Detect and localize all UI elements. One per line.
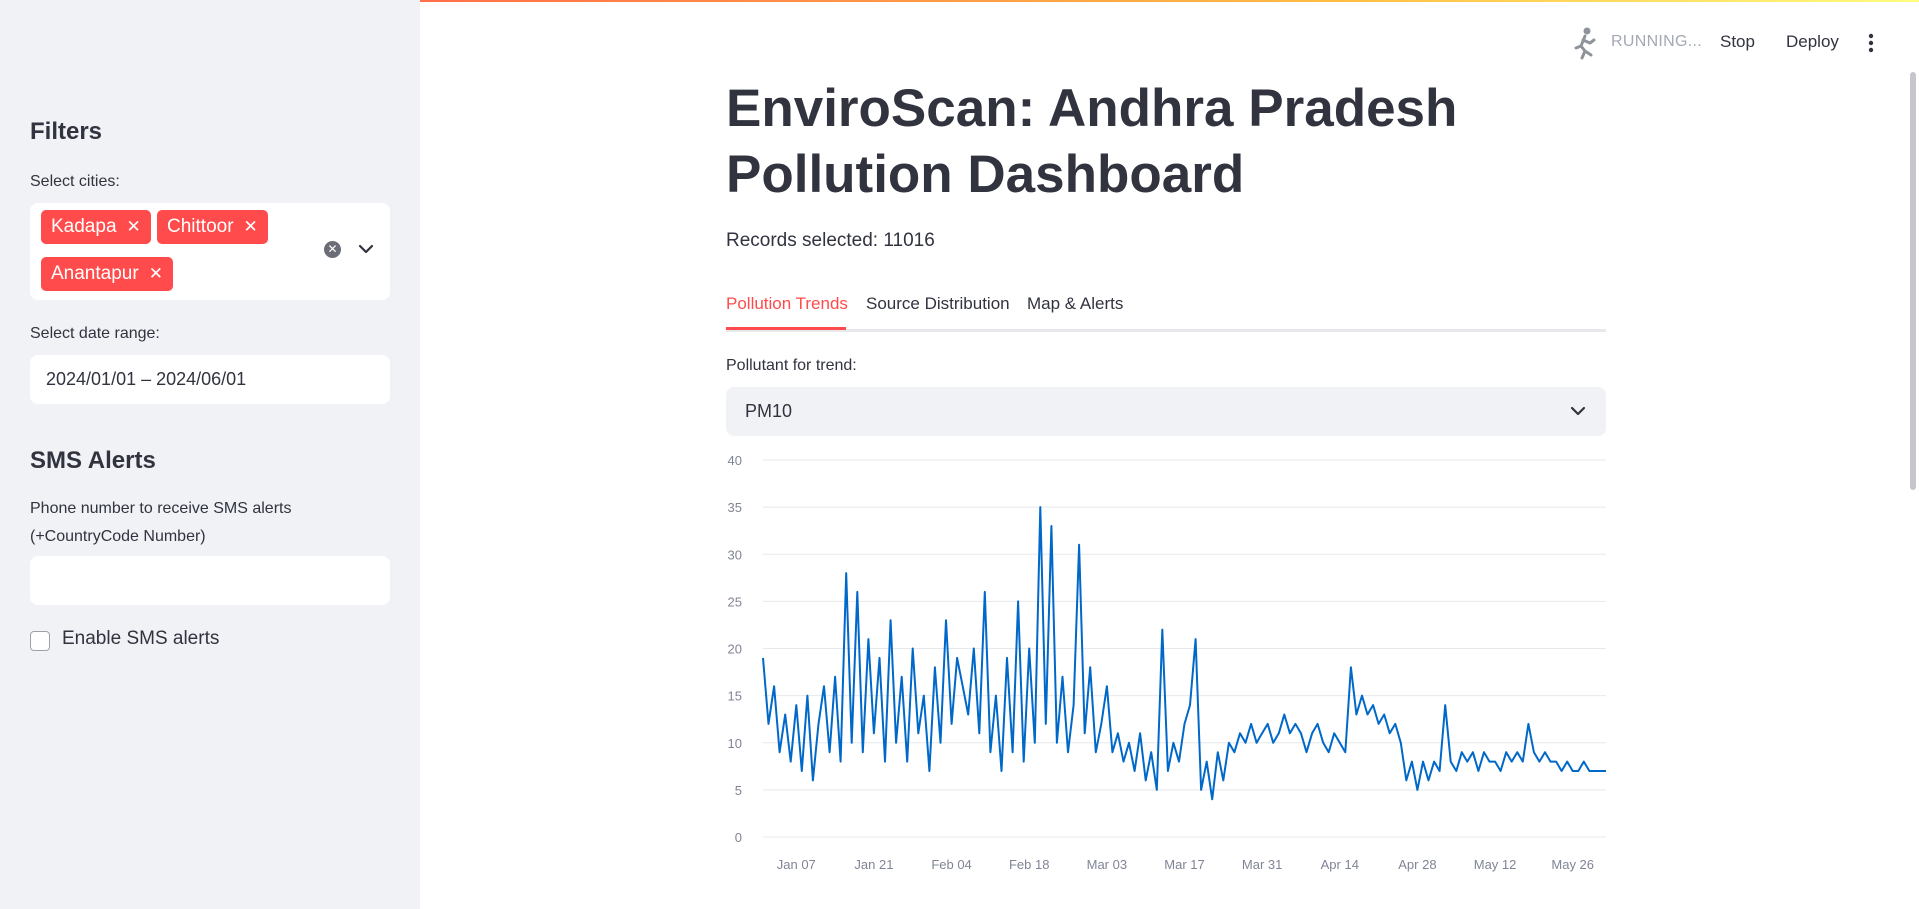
active-tab-indicator [726,327,846,330]
y-tick-label: 10 [728,736,742,751]
sms-alerts-heading: SMS Alerts [30,447,156,474]
clear-all-icon[interactable]: ✕ [324,241,341,258]
x-tick-label: Apr 28 [1398,857,1436,872]
city-tag: Chittoor ✕ [157,210,268,244]
x-tick-label: Feb 18 [1009,857,1049,872]
remove-tag-icon[interactable]: ✕ [243,217,258,236]
enable-sms-label: Enable SMS alerts [62,628,220,649]
sidebar: Filters Select cities: Kadapa ✕ Chittoor… [0,0,420,909]
enable-sms-checkbox[interactable] [30,631,50,651]
y-tick-label: 20 [728,642,742,657]
more-options-icon[interactable] [1866,32,1876,54]
date-range-input[interactable]: 2024/01/01 – 2024/06/01 [30,355,390,404]
remove-tag-icon[interactable]: ✕ [126,217,141,236]
tab-map-alerts[interactable]: Map & Alerts [1027,294,1124,313]
phone-label-line2: (+CountryCode Number) [30,528,206,545]
pollutant-select[interactable]: PM10 [726,387,1606,436]
x-tick-label: May 26 [1551,857,1594,872]
x-tick-label: May 12 [1474,857,1517,872]
pollutant-label: Pollutant for trend: [726,357,857,374]
tab-pollution-trends[interactable]: Pollution Trends [726,294,848,313]
chevron-down-icon[interactable] [356,239,376,259]
series-line [762,506,1606,801]
cities-label: Select cities: [30,173,120,190]
records-count: Records selected: 11016 [726,230,935,251]
running-man-icon [1574,27,1596,60]
running-status: RUNNING... [1611,33,1702,50]
x-tick-label: Jan 07 [777,857,816,872]
chevron-down-icon [1570,406,1586,416]
y-tick-label: 40 [728,453,742,468]
x-tick-label: Mar 17 [1164,857,1204,872]
stop-button[interactable]: Stop [1720,32,1755,51]
tab-source-distribution[interactable]: Source Distribution [866,294,1010,313]
phone-number-input[interactable] [30,556,390,605]
y-tick-label: 0 [735,830,742,845]
y-tick-label: 35 [728,500,742,515]
pollution-trend-chart[interactable]: 0 5 10 15 20 25 30 35 40 Jan 07 Jan 21 Feb 04 Feb 18… [726,450,1606,880]
city-tag-label: Chittoor [167,216,234,237]
tab-bar: Pollution Trends Source Distribution Map… [726,292,1606,332]
pollutant-selected-value: PM10 [745,401,793,421]
city-tag: Kadapa ✕ [41,210,151,244]
city-tag-label: Anantapur [51,263,139,284]
y-tick-label: 5 [735,783,742,798]
x-tick-label: Mar 03 [1087,857,1127,872]
deploy-button[interactable]: Deploy [1786,32,1839,51]
filters-heading: Filters [30,118,103,145]
phone-label-line1: Phone number to receive SMS alerts [30,500,292,517]
x-tick-label: Feb 04 [931,857,971,872]
city-tag: Anantapur ✕ [41,257,173,291]
y-tick-label: 15 [728,689,742,704]
city-tag-label: Kadapa [51,216,117,237]
cities-multiselect[interactable]: Kadapa ✕ Chittoor ✕ Anantapur ✕ ✕ [30,203,390,300]
y-tick-label: 30 [728,547,742,562]
page-title: EnviroScan: Andhra Pradesh Pollution Das… [726,79,1458,204]
x-tick-label: Apr 14 [1321,857,1359,872]
y-tick-label: 25 [728,594,742,609]
page-scrollbar[interactable] [1910,72,1916,490]
date-range-label: Select date range: [30,325,160,342]
remove-tag-icon[interactable]: ✕ [148,264,163,283]
top-progress-decoration [0,0,1919,2]
x-tick-label: Jan 21 [854,857,893,872]
x-tick-label: Mar 31 [1242,857,1282,872]
